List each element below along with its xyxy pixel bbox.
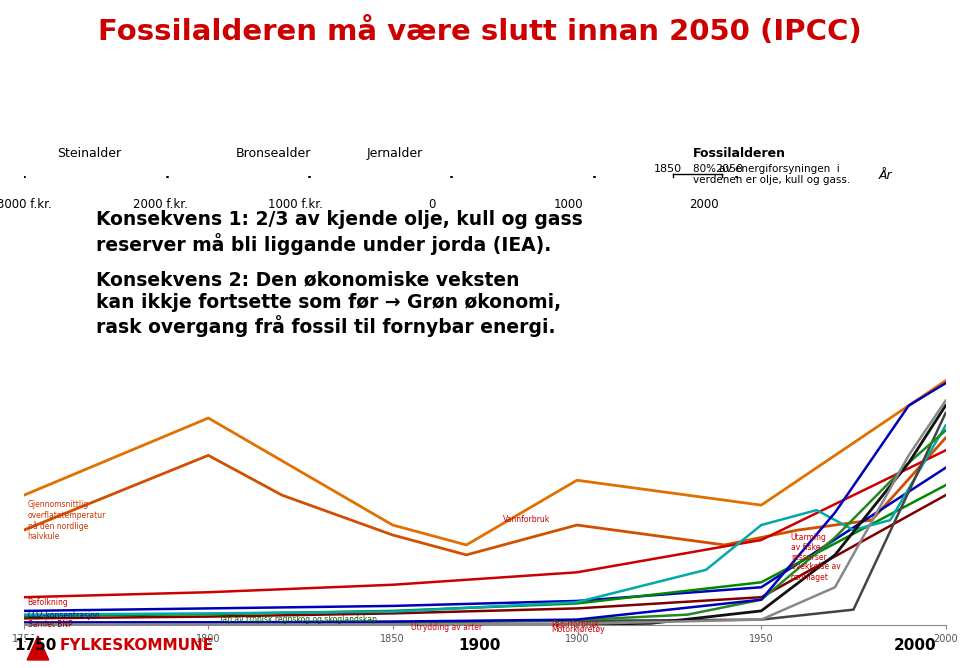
Text: År: År [878,168,892,182]
Text: 2000 f.kr.: 2000 f.kr. [132,198,188,211]
Text: 80% av energiforsyningen  i
verdenen er olje, kull og gass.: 80% av energiforsyningen i verdenen er o… [693,164,851,185]
Text: Samlet BNP: Samlet BNP [28,620,72,629]
Text: 1000 f.kr.: 1000 f.kr. [268,198,324,211]
Text: Bronsealder: Bronsealder [236,148,312,160]
Text: 1850: 1850 [654,164,682,174]
Text: Motorkjøretøy: Motorkjøretøy [551,625,605,633]
Text: Steinalder: Steinalder [57,148,121,160]
Text: Konsekvens 2: Den økonomiske veksten
kan ikkje fortsette som før → Grøn økonomi,: Konsekvens 2: Den økonomiske veksten kan… [96,271,562,337]
Text: Svekkelse av
ozonlaget: Svekkelse av ozonlaget [791,562,841,582]
Text: Utrydding av arter: Utrydding av arter [411,623,482,631]
Text: Konsekvens 1: 2/3 av kjende olje, kull og gass
reserver må bli liggande under jo: Konsekvens 1: 2/3 av kjende olje, kull o… [96,210,583,255]
Text: Papirforbruk: Papirforbruk [551,621,599,629]
Text: Fossilalderen må være slutt innan 2050 (IPCC): Fossilalderen må være slutt innan 2050 (… [98,17,862,45]
Text: 1000: 1000 [554,198,583,211]
Text: Vannforbruk: Vannforbruk [503,515,550,524]
Text: Fossilalderen: Fossilalderen [693,148,786,160]
Text: Gjennomsnittlig
overflatetemperatur
på den nordlige
halvkule: Gjennomsnittlig overflatetemperatur på d… [28,500,106,541]
Text: Jernalder: Jernalder [367,148,423,160]
Text: 1900: 1900 [459,638,501,653]
Text: 0: 0 [428,198,436,211]
Text: 2050: 2050 [715,164,743,174]
Text: Utarming
av fiske-
ressurser: Utarming av fiske- ressurser [791,532,827,562]
Text: 3000 f.kr.: 3000 f.kr. [0,198,52,211]
Text: 2000: 2000 [689,198,718,211]
Text: 1750: 1750 [14,638,57,653]
Text: Befolkning: Befolkning [28,599,68,607]
Text: CO2-konsentrasjon: CO2-konsentrasjon [28,611,101,620]
Text: FYLKESKOMMUNE: FYLKESKOMMUNE [60,638,214,653]
Text: Tap av tropisk regnskog og skoglandskap: Tap av tropisk regnskog og skoglandskap [220,615,377,624]
Text: 2000: 2000 [894,638,936,653]
Polygon shape [27,636,49,660]
